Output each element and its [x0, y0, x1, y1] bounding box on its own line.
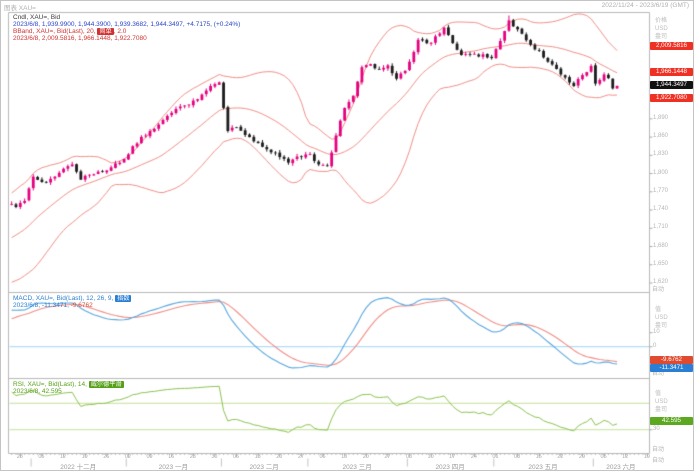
macd-ma-type-selector[interactable]: 指数 — [115, 295, 132, 302]
x-axis-day-label: 19 — [643, 454, 650, 460]
x-axis-month-label: 2023 三月 — [342, 463, 372, 471]
x-axis-day-label: 22 — [557, 454, 564, 460]
x-axis-day-label: 03 — [405, 454, 413, 460]
x-axis-day-label: 26 — [103, 454, 110, 460]
x-axis-day-label: 06 — [319, 454, 326, 460]
price-axis-badge: 1,922.7080 — [650, 94, 693, 103]
rsi-axis-auto-label[interactable]: 自动 — [652, 447, 665, 453]
price-axis-auto-label[interactable]: 自动 — [652, 287, 665, 293]
rsi-value-label: 2023/6/8, 42.595 — [13, 388, 62, 395]
price-legend: Cndl, XAU=, Bid 2023/6/8, 1,939.9900, 1,… — [13, 14, 240, 42]
x-axis-day-label: 27 — [297, 454, 304, 460]
rsi-label-prefix: RSI, XAU=, Bid(Last), 14, — [13, 381, 89, 388]
price-tick-label: 1,830 — [653, 151, 669, 158]
x-axis-month-label: 2023 二月 — [249, 463, 279, 471]
candle-series-label: Cndl, XAU=, Bid — [13, 14, 61, 21]
macd-series-label: MACD, XAU=, Bid(Last), 12, 26, 9, 指数 — [13, 295, 132, 302]
x-axis-month-label: 2023 一月 — [158, 463, 188, 471]
ohlc-values-label: 2023/6/8, 1,939.9900, 1,944.3900, 1,939.… — [13, 21, 241, 28]
x-axis-day-label: 10 — [427, 454, 434, 460]
macd-axis-badge: -9.6762 — [650, 355, 693, 364]
x-axis-day-label: 09 — [146, 454, 153, 460]
window-title: 图表 XAU= — [4, 5, 36, 12]
price-tick-label: 1,680 — [653, 242, 669, 249]
x-axis-month-label: 2023 五月 — [528, 463, 558, 471]
y-axis-area[interactable] — [649, 11, 693, 454]
price-axis-badge: 1,966.1448 — [650, 68, 693, 77]
rsi-smoothing-selector[interactable]: 威尔德平滑 — [88, 381, 124, 388]
price-tick-label: 1,650 — [653, 260, 669, 267]
x-axis-day-label: 13 — [254, 454, 261, 460]
bband-label-prefix: BBand, XAU=, Bid(Last), 20, — [13, 28, 98, 35]
price-tick-label: 1,770 — [653, 187, 669, 194]
axis-unit-label: 盎司 — [655, 34, 668, 40]
macd-axis-auto-label[interactable]: 自动 — [652, 371, 665, 377]
axis-unit-label: USD — [655, 315, 668, 321]
x-axis-day-label: 24 — [470, 454, 477, 460]
price-axis-badge: 2,009.5816 — [650, 41, 693, 50]
rsi-axis-badge: 42.595 — [650, 416, 693, 425]
macd-signal-value: -9.6762 — [68, 302, 93, 309]
axis-unit-label: 盎司 — [655, 323, 668, 329]
x-axis-day-label: 08 — [514, 454, 521, 460]
x-axis-day-label: 29 — [578, 454, 586, 460]
rsi-legend: RSI, XAU=, Bid(Last), 14, 威尔德平滑 2023/6/8… — [13, 381, 124, 395]
macd-tick-label: 10 — [653, 328, 660, 335]
x-axis-day-label: 12 — [622, 454, 629, 460]
price-tick-label: 1,620 — [653, 278, 669, 285]
date-range-label: 2022/11/24 - 2023/6/19 (GMT) — [601, 2, 689, 9]
bband-ma-type-selector[interactable]: 简单 — [97, 28, 114, 35]
x-axis-month-label: 2023 四月 — [435, 463, 465, 471]
x-axis-month-label: 2023 六月 — [606, 463, 636, 471]
x-axis-day-label: 15 — [535, 454, 542, 460]
axis-unit-label: 值 — [655, 391, 662, 397]
price-tick-label: 1,860 — [653, 133, 669, 140]
x-axis-day-label: 30 — [211, 454, 218, 460]
x-axis-day-label: 27 — [384, 454, 391, 460]
x-axis-day-label: 05 — [38, 454, 45, 460]
x-axis-day-label: 16 — [168, 454, 175, 460]
bband-values-label: 2023/6/8, 2,009.5816, 1,966.1448, 1,922.… — [13, 35, 147, 42]
axis-unit-label: 值 — [655, 307, 662, 313]
price-tick-label: 1,710 — [653, 224, 669, 231]
axis-unit-label: USD — [655, 26, 668, 32]
x-axis-day-label: 05 — [600, 454, 607, 460]
x-axis-day-label: 02 — [124, 454, 131, 460]
x-axis-day-label: 13 — [341, 454, 348, 460]
rsi-series-label: RSI, XAU=, Bid(Last), 14, 威尔德平滑 — [13, 381, 124, 388]
price-tick-label: 1,890 — [653, 114, 669, 121]
rsi-tick-label: 30 — [653, 425, 660, 432]
macd-values-label: 2023/6/8, -11.3471, -9.6762 — [13, 302, 131, 309]
price-tick-label: 1,800 — [653, 169, 669, 176]
x-axis-day-label: 20 — [362, 454, 369, 460]
bband-series-label: BBand, XAU=, Bid(Last), 20, 简单, 2.0 — [13, 28, 240, 35]
macd-tick-label: 0 — [653, 342, 657, 349]
axis-unit-label: 价格 — [655, 18, 668, 24]
x-axis-day-label: 20 — [276, 454, 283, 460]
axis-unit-label: 盎司 — [655, 407, 668, 413]
axis-unit-label: USD — [655, 399, 668, 405]
x-axis-day-label: 01 — [492, 454, 499, 460]
x-axis-day-label: 12 — [59, 454, 67, 460]
macd-legend: MACD, XAU=, Bid(Last), 12, 26, 9, 指数 202… — [13, 295, 132, 309]
price-tick-label: 1,740 — [653, 206, 669, 213]
x-axis-month-label: 2022 十二月 — [60, 463, 97, 471]
x-axis-day-label: 23 — [189, 454, 196, 460]
macd-value: 2023/6/8, -11.3471, — [13, 302, 69, 309]
price-axis-badge: 1,944.3497 — [650, 81, 693, 90]
macd-axis-badge: -11.3471 — [650, 364, 693, 373]
x-axis-day-label: 06 — [232, 454, 240, 460]
bband-label-suffix: , 2.0 — [113, 28, 127, 35]
x-axis-day-label: 28 — [16, 454, 23, 460]
x-axis-day-label: 17 — [449, 454, 456, 460]
x-axis-day-label: 19 — [81, 454, 88, 460]
macd-label-prefix: MACD, XAU=, Bid(Last), 12, 26, 9, — [13, 295, 116, 302]
x-axis-auto-label[interactable]: 自动 — [652, 458, 665, 464]
